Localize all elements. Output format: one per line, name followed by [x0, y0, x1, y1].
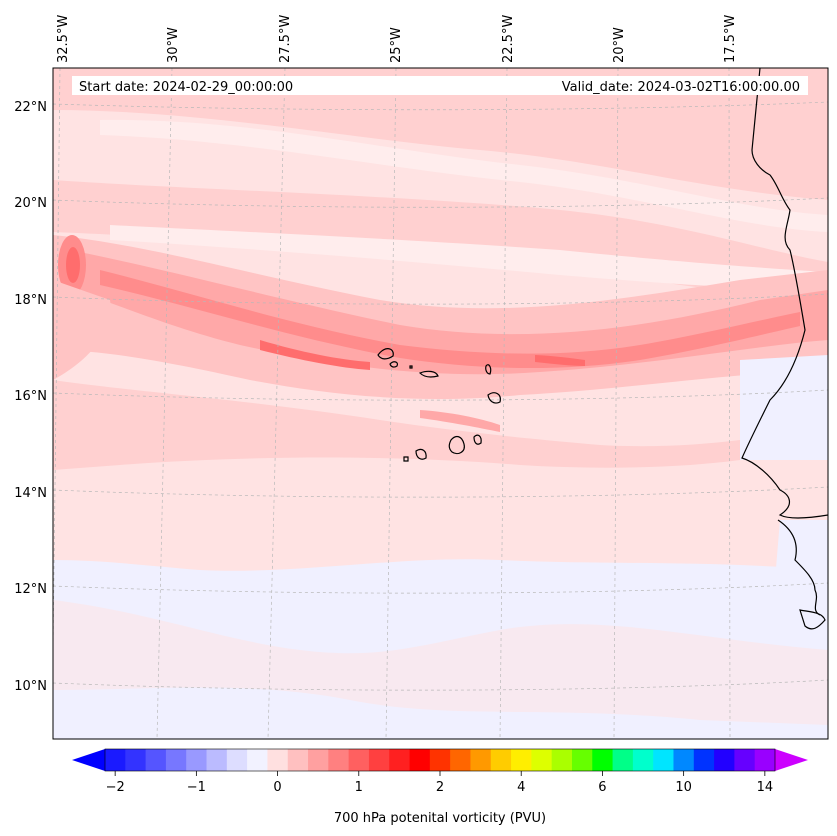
colorbar-cell — [632, 749, 654, 771]
lat-label: 20°N — [14, 196, 47, 211]
lat-label: 18°N — [14, 293, 47, 308]
colorbar-cell — [206, 749, 228, 771]
colorbar-cell — [368, 749, 390, 771]
colorbar-tick-label: −1 — [187, 780, 206, 795]
lon-label: 32.5°W — [56, 15, 71, 63]
colorbar-tick-label: 1 — [355, 780, 363, 795]
colorbar-cell — [165, 749, 187, 771]
lat-label: 22°N — [14, 100, 47, 115]
colorbar-over-arrow — [775, 749, 808, 771]
colorbar-tick-label: −2 — [106, 780, 125, 795]
colorbar-cell — [714, 749, 735, 771]
colorbar-cell — [247, 749, 268, 771]
latitude-labels: 22°N 20°N 18°N 16°N 14°N 12°N 10°N — [14, 100, 47, 694]
colorbar-cell — [551, 749, 573, 771]
colorbar-cell — [470, 749, 492, 771]
colorbar-tick-label: 6 — [598, 780, 606, 795]
date-banner — [72, 76, 808, 95]
colorbar-cell — [734, 749, 756, 771]
colorbar-cell — [267, 749, 289, 771]
valid-date-text: Valid_date: 2024-03-02T16:00:00.00 — [562, 80, 800, 95]
lon-label: 17.5°W — [723, 15, 738, 63]
lat-label: 16°N — [14, 389, 47, 404]
coastline — [377, 68, 828, 630]
colorbar-cell — [490, 749, 512, 771]
pv-field — [53, 68, 828, 739]
lat-label: 10°N — [14, 679, 47, 694]
map-frame — [52, 67, 829, 740]
colorbar-label: 700 hPa potenital vorticity (PVU) — [334, 811, 546, 826]
colorbar-cells — [105, 749, 776, 771]
colorbar-cell — [612, 749, 634, 771]
colorbar-tick-label: 2 — [436, 780, 444, 795]
colorbar-cell — [145, 749, 167, 771]
colorbar-cell — [571, 749, 593, 771]
colorbar-tick-label: 4 — [517, 780, 525, 795]
colorbar-cell — [429, 749, 451, 771]
colorbar-cell — [754, 749, 776, 771]
colorbar-cell — [125, 749, 147, 771]
lon-label: 25°W — [389, 27, 404, 63]
lon-label: 22.5°W — [501, 15, 516, 63]
colorbar-cell — [308, 749, 329, 771]
lon-label: 20°W — [612, 27, 627, 63]
colorbar-cell — [389, 749, 411, 771]
colorbar-tick-label: 14 — [757, 780, 774, 795]
colorbar-cell — [226, 749, 248, 771]
start-date-text: Start date: 2024-02-29_00:00:00 — [79, 80, 293, 95]
colorbar-cell — [450, 749, 471, 771]
colorbar-cell — [409, 749, 431, 771]
longitude-labels: 32.5°W 30°W 27.5°W 25°W 22.5°W 20°W 17.5… — [56, 15, 738, 63]
lat-label: 12°N — [14, 582, 47, 597]
colorbar-cell — [511, 749, 532, 771]
gridlines — [53, 68, 828, 739]
colorbar-under-arrow — [72, 749, 105, 771]
colorbar: −2 −1 0 1 2 4 6 10 14 700 hPa potenital vorticit… — [72, 748, 808, 826]
colorbar-cell — [673, 749, 695, 771]
colorbar-cell — [531, 749, 553, 771]
colorbar-cell — [328, 749, 350, 771]
colorbar-cell — [592, 749, 614, 771]
lon-label: 30°W — [166, 27, 181, 63]
colorbar-cell — [186, 749, 208, 771]
colorbar-cell — [348, 749, 370, 771]
colorbar-tick-label: 10 — [675, 780, 692, 795]
colorbar-cell — [287, 749, 309, 771]
lon-label: 27.5°W — [278, 15, 293, 63]
colorbar-cell — [653, 749, 674, 771]
lat-label: 14°N — [14, 486, 47, 501]
colorbar-cell — [693, 749, 715, 771]
colorbar-cell — [105, 749, 126, 771]
colorbar-tick-label: 0 — [273, 780, 281, 795]
colorbar-ticks: −2 −1 0 1 2 4 6 10 14 — [106, 771, 774, 795]
